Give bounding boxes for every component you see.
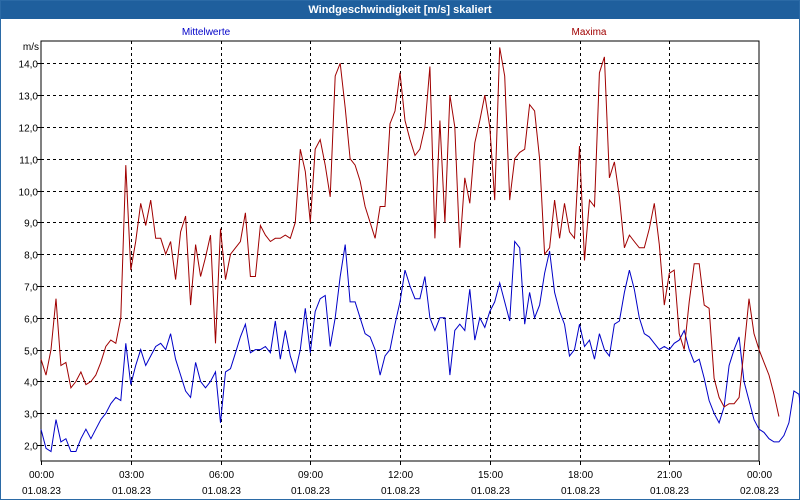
y-tick-label: 11,0 (19, 156, 38, 167)
x-tick-time-label: 12:00 (388, 470, 413, 481)
y-tick-label: 2,0 (24, 442, 38, 453)
series-line-maxima (40, 47, 780, 417)
y-axis-unit-label: m/s (23, 42, 39, 53)
x-tick-date-label: 01.08.23 (202, 486, 241, 497)
y-tick-label: 7,0 (24, 283, 38, 294)
y-tick-label: 14,0 (19, 60, 39, 71)
x-tick-date-label: 02.08.23 (740, 486, 779, 497)
x-tick-time-label: 00:00 (747, 470, 772, 481)
y-tick-label: 12,0 (19, 124, 39, 135)
y-tick-label: 8,0 (24, 251, 38, 262)
y-tick-label: 10,0 (19, 188, 39, 199)
x-tick-time-label: 15:00 (478, 470, 503, 481)
y-tick-label: 6,0 (24, 315, 38, 326)
y-tick-label: 9,0 (24, 219, 38, 230)
x-tick-time-label: 21:00 (657, 470, 682, 481)
legend-maxima: Maxima (571, 27, 606, 38)
x-tick-date-label: 01.08.23 (291, 486, 330, 497)
chart-title: Windgeschwindigkeit [m/s] skaliert (1, 1, 799, 19)
x-tick-date-label: 01.08.23 (112, 486, 151, 497)
x-tick-time-label: 03:00 (119, 470, 144, 481)
series-line-mittelwerte (40, 240, 800, 453)
x-tick-time-label: 09:00 (298, 470, 323, 481)
y-tick-label: 13,0 (19, 92, 39, 103)
x-tick-date-label: 01.08.23 (561, 486, 600, 497)
x-tick-date-label: 01.08.23 (22, 486, 61, 497)
y-tick-label: 4,0 (24, 378, 38, 389)
x-tick-time-label: 06:00 (209, 470, 234, 481)
x-tick-time-label: 18:00 (568, 470, 593, 481)
x-tick-date-label: 01.08.23 (381, 486, 420, 497)
legend-mittelwerte: Mittelwerte (182, 27, 231, 38)
x-tick-date-label: 01.08.23 (650, 486, 689, 497)
x-tick-time-label: 00:00 (29, 470, 54, 481)
y-tick-label: 5,0 (24, 347, 38, 358)
y-tick-label: 3,0 (24, 410, 38, 421)
x-tick-date-label: 01.08.23 (471, 486, 510, 497)
